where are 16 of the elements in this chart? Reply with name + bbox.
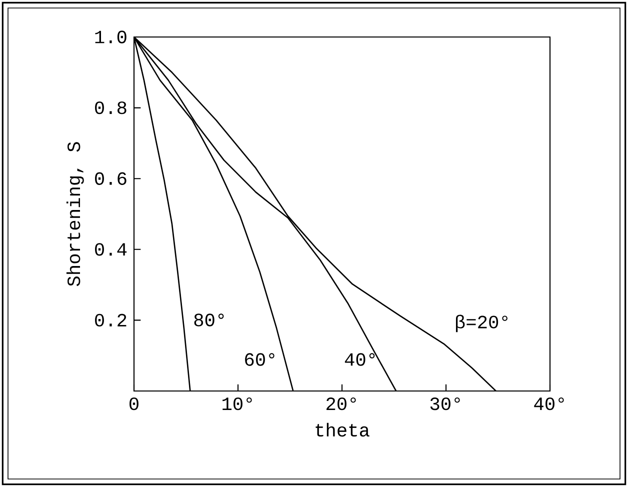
x-axis-title: theta xyxy=(316,422,370,437)
x-tick-label: 20° xyxy=(326,397,356,410)
x-tick-label: 40° xyxy=(534,397,564,410)
series-label: 60° xyxy=(245,353,274,366)
x-tick-label: 0 xyxy=(130,397,138,410)
y-tick-label: 0.6 xyxy=(95,172,126,185)
y-tick-label: 0.2 xyxy=(95,314,126,327)
series-label: 40° xyxy=(344,353,375,366)
x-tick-label: 30° xyxy=(430,397,460,410)
series-label: β=20° xyxy=(456,314,508,332)
y-tick-label: 0.8 xyxy=(95,101,126,114)
y-tick-label: 1.0 xyxy=(95,30,126,44)
series-label: 80° xyxy=(194,314,224,326)
x-tick-label: 10° xyxy=(222,397,252,410)
y-axis-title: Shortening, S xyxy=(66,142,84,286)
y-tick-label: 0.4 xyxy=(95,243,127,256)
